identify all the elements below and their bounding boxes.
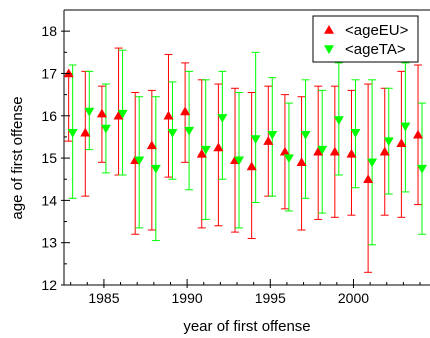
point-ta — [234, 156, 245, 166]
point-eu — [80, 127, 91, 137]
point-eu — [329, 146, 340, 156]
x-tick-label: 1995 — [255, 290, 286, 306]
y-axis-title: age of first offense — [9, 96, 26, 219]
y-tick-label: 18 — [41, 23, 57, 39]
x-tick-label: 1990 — [172, 290, 203, 306]
point-eu — [246, 161, 257, 171]
point-ta — [100, 124, 111, 134]
point-ta — [350, 128, 361, 138]
point-eu — [263, 136, 274, 145]
point-ta — [200, 145, 211, 155]
point-eu — [379, 146, 390, 156]
point-eu — [163, 110, 174, 120]
point-ta — [84, 107, 95, 117]
point-eu — [146, 140, 157, 150]
point-ta — [400, 122, 411, 132]
y-tick-label: 12 — [41, 277, 57, 293]
point-eu — [363, 174, 374, 183]
legend-label-ta: <ageTA> — [345, 41, 406, 58]
point-eu — [346, 148, 357, 158]
y-tick-label: 16 — [41, 108, 57, 124]
point-eu — [296, 157, 307, 167]
point-eu — [279, 146, 290, 156]
x-tick-label: 2000 — [338, 290, 369, 306]
point-ta — [283, 154, 294, 164]
point-ta — [67, 128, 78, 138]
point-eu — [113, 110, 124, 120]
point-ta — [150, 164, 161, 174]
point-ta — [184, 126, 195, 136]
y-tick-label: 14 — [41, 192, 57, 208]
legend-marker-ta — [324, 45, 334, 54]
point-eu — [396, 138, 407, 148]
y-tick-label: 15 — [41, 150, 57, 166]
point-eu — [413, 129, 424, 139]
point-ta — [383, 137, 394, 147]
point-ta — [117, 109, 128, 119]
point-eu — [196, 148, 207, 158]
legend: <ageEU> <ageTA> — [312, 15, 419, 63]
legend-label-eu: <ageEU> — [345, 22, 409, 39]
point-ta — [217, 114, 228, 123]
point-ta — [333, 116, 344, 125]
point-ta — [134, 156, 145, 166]
point-ta — [300, 131, 311, 140]
point-ta — [367, 158, 378, 168]
legend-box — [312, 15, 419, 63]
point-eu — [213, 142, 224, 152]
point-ta — [167, 128, 178, 138]
point-eu — [63, 68, 74, 78]
legend-marker-eu — [324, 25, 334, 34]
point-ta — [317, 145, 328, 155]
point-ta — [417, 164, 428, 174]
y-tick-label: 13 — [41, 235, 57, 251]
y-tick-label: 17 — [41, 65, 57, 81]
point-ta — [267, 131, 278, 140]
point-eu — [96, 108, 107, 118]
point-ta — [250, 135, 261, 145]
point-eu — [313, 146, 324, 156]
point-eu — [180, 106, 191, 116]
x-axis-title: year of first offense — [183, 318, 310, 335]
x-tick-label: 1985 — [88, 290, 119, 306]
